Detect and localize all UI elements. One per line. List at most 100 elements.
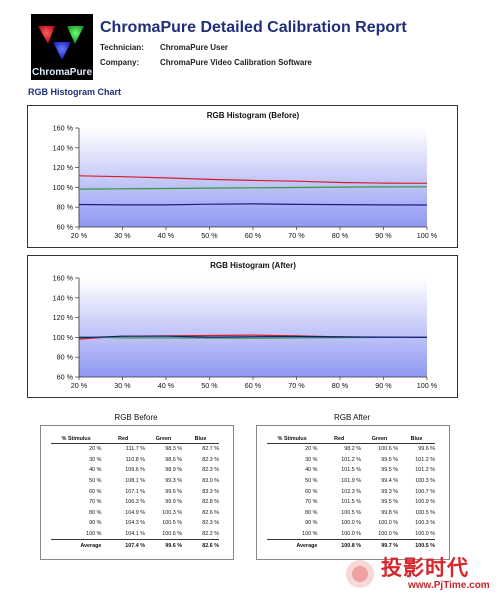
x-tick-label: 100 % (417, 231, 438, 240)
table-cell: 109.6 % (125, 467, 146, 474)
x-tick-label: 50 % (201, 231, 218, 240)
table-cell: 60 % (305, 488, 318, 495)
table-cell: 20 % (305, 446, 318, 453)
section-title: RGB Histogram Chart (28, 87, 122, 97)
watermark-url: www.PjTime.com (408, 580, 490, 591)
table-cell: 50 % (89, 478, 102, 485)
table-cell: 100.5 % (415, 509, 435, 516)
x-tick-label: 90 % (375, 381, 392, 390)
technician-value: ChromaPure User (160, 43, 229, 52)
table-cell: 100.0 % (378, 520, 399, 527)
average-cell: 82.6 % (182, 539, 219, 551)
table-cell: 82.8 % (202, 499, 219, 506)
table-cell: 100 % (302, 531, 318, 538)
table-cell: 98.9 % (165, 467, 183, 474)
table-cell: 90 % (305, 520, 318, 527)
rgb-circles-icon (38, 26, 84, 60)
x-tick-label: 20 % (71, 231, 88, 240)
rgb-after-table: % Stimulus Red Green Blue 20 % 98.2 % 100.6 % 9… (267, 434, 435, 551)
table-cell: 101.2 % (341, 456, 362, 463)
x-tick-label: 80 % (332, 231, 349, 240)
x-tick-label: 30 % (114, 381, 131, 390)
average-cell: 107.4 % (101, 539, 146, 551)
table-cell: 98.3 % (165, 446, 183, 453)
table-cell: 90 % (89, 520, 102, 527)
table-row: 50 % 108.1 % 99.3 % 83.0 % (51, 476, 219, 487)
table-row: 80 % 104.9 % 100.3 % 82.6 % (51, 508, 219, 519)
y-tick-label: 160 % (53, 274, 74, 283)
table-row: 60 % 102.3 % 99.3 % 100.7 % (267, 486, 435, 497)
table-cell: 70 % (305, 499, 318, 506)
table-cell: 98.6 % (165, 456, 183, 463)
y-tick-label: 100 % (53, 333, 74, 342)
table-row: 100 % 100.0 % 100.0 % 100.0 % (267, 529, 435, 540)
table-cell: 104.9 % (125, 509, 146, 516)
table-cell: 99.9 % (165, 499, 183, 506)
table-cell: 50 % (305, 478, 318, 485)
table-cell: 82.7 % (202, 446, 219, 453)
x-tick-label: 40 % (158, 231, 175, 240)
x-tick-label: 100 % (417, 381, 438, 390)
x-tick-label: 80 % (332, 381, 349, 390)
table-row: 30 % 101.2 % 99.5 % 101.2 % (267, 455, 435, 466)
y-tick-label: 120 % (53, 163, 74, 172)
average-cell: 100.5 % (398, 539, 435, 551)
table-cell: 80 % (305, 509, 318, 516)
x-tick-label: 60 % (245, 231, 262, 240)
table-cell: 100.5 % (162, 520, 183, 527)
column-header: Green (361, 434, 399, 444)
table-cell: 40 % (89, 467, 102, 474)
blue-series-line (78, 203, 428, 206)
watermark-chinese-text: 投影时代 (381, 557, 469, 580)
green-series-line (78, 186, 428, 190)
rgb-before-table: % Stimulus Red Green Blue 20 % 111.7 % 98.3 % 8… (51, 434, 219, 551)
table-row: 60 % 107.1 % 99.6 % 83.3 % (51, 486, 219, 497)
table-cell: 83.0 % (202, 478, 219, 485)
table-row: 20 % 111.7 % 98.3 % 82.7 % (51, 444, 219, 455)
table-cell: 100.0 % (378, 531, 399, 538)
table-cell: 82.3 % (202, 467, 219, 474)
table-cell: 111.7 % (126, 446, 146, 453)
histogram-before-chart: RGB Histogram (Before) 60 % 80 % 100 % 120 %… (27, 105, 458, 248)
histogram-before-svg: RGB Histogram (Before) 60 % 80 % 100 % 120 %… (53, 111, 438, 240)
table-cell: 100.5 % (341, 509, 362, 516)
y-tick-label: 60 % (57, 373, 74, 382)
column-header: Red (101, 434, 146, 444)
table-cell: 107.1 % (125, 488, 146, 495)
table-cell: 70 % (89, 499, 102, 506)
table-cell: 99.8 % (381, 509, 399, 516)
table-cell: 108.1 % (125, 478, 146, 485)
table-header-row: % Stimulus Red Green Blue (267, 434, 435, 444)
table-cell: 30 % (89, 456, 102, 463)
table-row: 50 % 101.9 % 99.4 % 100.3 % (267, 476, 435, 487)
column-header: % Stimulus (51, 434, 102, 444)
table-cell: 101.5 % (341, 467, 362, 474)
table-cell: 100.3 % (415, 520, 435, 527)
table-cell: 101.5 % (341, 499, 362, 506)
table-row: 40 % 109.6 % 98.9 % 82.3 % (51, 465, 219, 476)
table-cell: 100.3 % (415, 478, 435, 485)
y-tick-label: 80 % (57, 203, 74, 212)
table-row: 100 % 104.1 % 100.6 % 82.2 % (51, 529, 219, 540)
table-cell: 82.3 % (202, 456, 219, 463)
y-tick-label: 80 % (57, 353, 74, 362)
table-cell: 100.6 % (378, 446, 399, 453)
y-tick-label: 100 % (53, 183, 74, 192)
table-cell: 100.6 % (162, 531, 183, 538)
table-cell: 60 % (89, 488, 102, 495)
average-cell: 99.6 % (145, 539, 183, 551)
company-value: ChromaPure Video Calibration Software (160, 58, 312, 67)
average-cell: Average (51, 539, 102, 551)
y-tick-label: 140 % (53, 143, 74, 152)
x-tick-label: 40 % (158, 381, 175, 390)
logo-text: ChromaPure (31, 67, 92, 78)
y-tick-label: 140 % (53, 293, 74, 302)
y-tick-label: 160 % (53, 124, 74, 133)
table-cell: 99.6 % (418, 446, 435, 453)
x-tick-label: 50 % (201, 381, 218, 390)
table-cell: 101.2 % (415, 456, 435, 463)
column-header: Green (145, 434, 183, 444)
table-cell: 82.3 % (202, 520, 219, 527)
company-label: Company: (100, 58, 140, 67)
average-row: Average 107.4 % 99.6 % 82.6 % (51, 539, 219, 551)
